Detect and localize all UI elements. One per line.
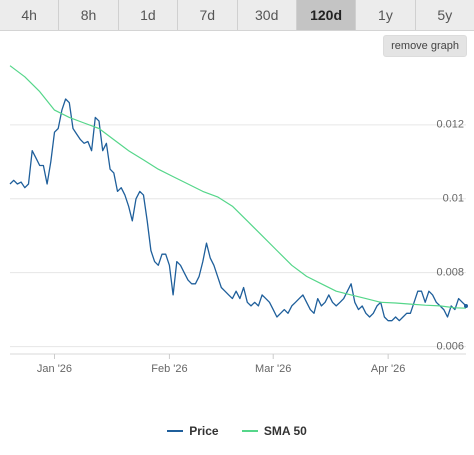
sma-legend-line: [241, 430, 258, 432]
timeframe-tabs: 4h 8h 1d 7d 30d 120d 1y 5y: [0, 0, 474, 31]
y-tick-label: 0.006: [436, 341, 464, 353]
chart-legend: Price SMA 50: [0, 421, 474, 438]
y-tick-label: 0.008: [436, 267, 464, 279]
tab-8h[interactable]: 8h: [59, 0, 119, 30]
legend-item-sma[interactable]: SMA 50: [241, 424, 307, 438]
tab-5y[interactable]: 5y: [415, 0, 474, 30]
y-tick-label: 0.012: [436, 119, 464, 131]
legend-label-price: Price: [189, 424, 219, 438]
y-tick-label: 0.01: [443, 193, 464, 205]
x-tick-label: Apr '26: [371, 363, 406, 375]
tab-30d[interactable]: 30d: [237, 0, 297, 30]
x-tick-label: Feb '26: [151, 363, 187, 375]
tab-120d[interactable]: 120d: [296, 0, 357, 30]
legend-label-sma: SMA 50: [263, 424, 307, 438]
price-line: [9, 98, 467, 322]
tab-4h[interactable]: 4h: [0, 0, 60, 30]
sma-line: [9, 65, 467, 309]
x-tick-label: Jan '26: [37, 363, 72, 375]
remove-graph-button[interactable]: remove graph: [383, 35, 467, 57]
price-last-point: [464, 303, 468, 308]
tab-1d[interactable]: 1d: [118, 0, 179, 30]
price-legend-line: [167, 430, 184, 432]
tab-1y[interactable]: 1y: [356, 0, 416, 30]
tab-7d[interactable]: 7d: [178, 0, 238, 30]
legend-item-price[interactable]: Price: [167, 424, 219, 438]
x-tick-label: Mar '26: [255, 363, 291, 375]
